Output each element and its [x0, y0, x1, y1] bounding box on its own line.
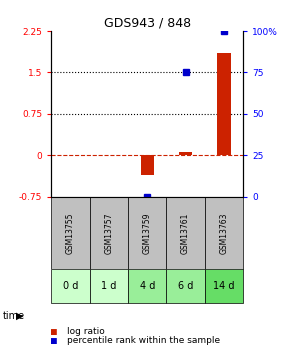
Text: ■: ■: [51, 327, 57, 337]
Text: 4 d: 4 d: [139, 281, 155, 291]
Bar: [166, 269, 205, 303]
Text: GSM13763: GSM13763: [219, 212, 229, 254]
Text: GSM13757: GSM13757: [104, 212, 113, 254]
Text: ▶: ▶: [16, 311, 24, 321]
Text: time: time: [3, 311, 25, 321]
Bar: [51, 197, 90, 269]
Text: log ratio: log ratio: [67, 327, 105, 336]
Bar: [90, 197, 128, 269]
Bar: [51, 269, 90, 303]
Text: ■: ■: [51, 336, 57, 345]
Bar: [90, 269, 128, 303]
Bar: [205, 197, 243, 269]
Bar: [141, 155, 154, 175]
Text: 6 d: 6 d: [178, 281, 193, 291]
Text: percentile rank within the sample: percentile rank within the sample: [67, 336, 221, 345]
Text: GSM13755: GSM13755: [66, 212, 75, 254]
Bar: [205, 269, 243, 303]
Text: GSM13761: GSM13761: [181, 212, 190, 254]
Text: 14 d: 14 d: [213, 281, 235, 291]
Bar: [128, 197, 166, 269]
Text: GSM13759: GSM13759: [143, 212, 152, 254]
Title: GDS943 / 848: GDS943 / 848: [104, 17, 191, 30]
Bar: [179, 152, 192, 155]
Bar: [217, 53, 231, 155]
Text: 0 d: 0 d: [63, 281, 78, 291]
Text: 1 d: 1 d: [101, 281, 117, 291]
Bar: [128, 269, 166, 303]
Bar: [166, 197, 205, 269]
